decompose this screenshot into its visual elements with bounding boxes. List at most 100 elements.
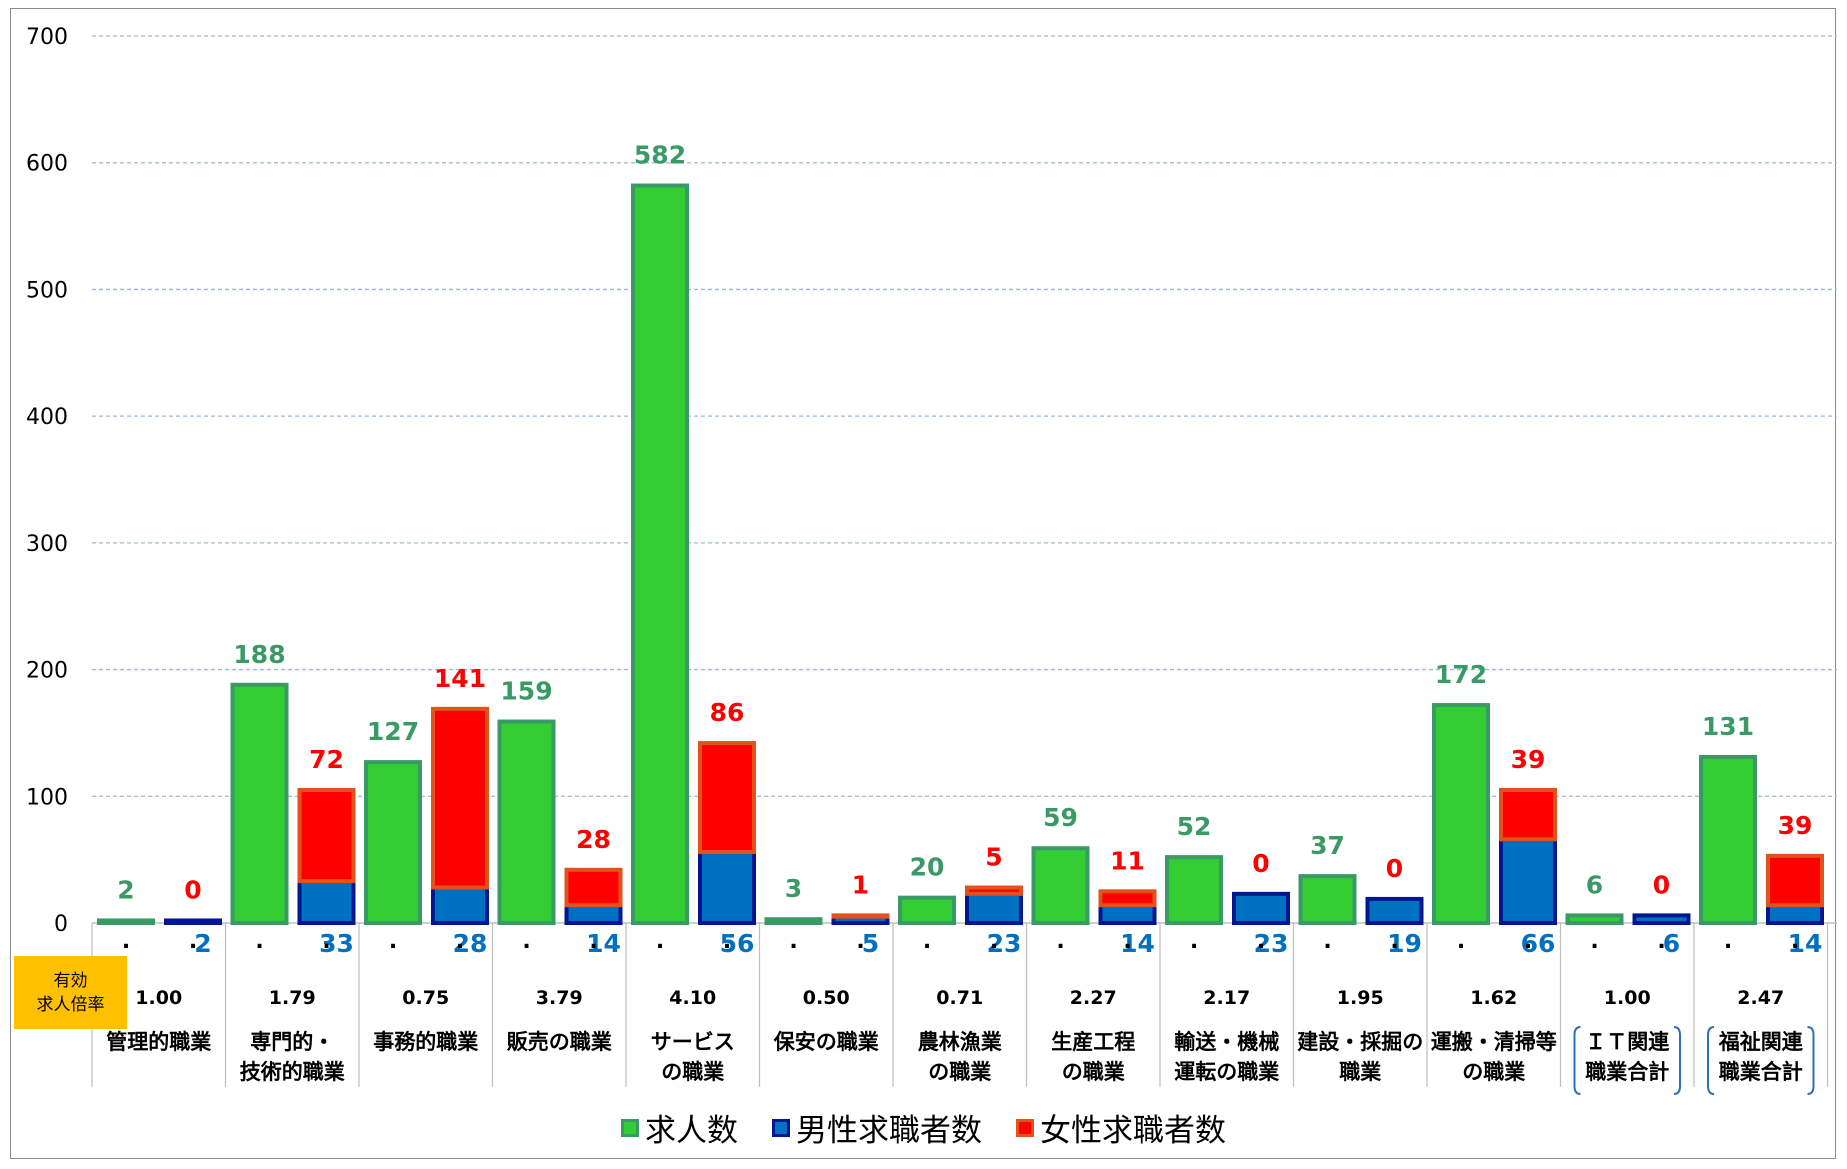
tick-dot: . [255, 929, 263, 954]
job-ratio-value: 0.75 [402, 987, 449, 1009]
bar-male-seekers [1232, 891, 1290, 925]
category-label: サービス [651, 1030, 735, 1054]
category-label: ＩＴ関連 [1585, 1030, 1670, 1054]
bar-male-seekers [1766, 903, 1824, 926]
bracket-right [1807, 1026, 1815, 1095]
job-ratio-value: 2.17 [1203, 987, 1250, 1009]
job-ratio-value: 2.27 [1070, 987, 1117, 1009]
job-ratio-badge: 有効 求人倍率 [14, 956, 127, 1029]
label-female-seekers: 72 [309, 745, 344, 774]
tick-dot: . [990, 929, 998, 954]
bar-job-openings [1432, 703, 1490, 926]
category-label: 管理的職業 [106, 1030, 212, 1054]
category-label: 輸送・機械 [1174, 1030, 1279, 1054]
bar-job-openings [898, 895, 956, 926]
label-job-openings: 52 [1177, 812, 1212, 841]
category-label: 生産工程 [1051, 1030, 1135, 1054]
legend-label-male: 男性求職者数 [796, 1113, 982, 1149]
legend-label-openings: 求人数 [645, 1113, 738, 1149]
job-ratio-value: 1.79 [269, 987, 316, 1009]
label-male-seekers: 6 [1663, 929, 1680, 958]
label-female-seekers: 0 [1653, 870, 1670, 899]
y-tick-label: 600 [26, 152, 68, 177]
bar-female-seekers [965, 885, 1023, 896]
tick-dot: . [589, 929, 597, 954]
y-tick-label: 400 [26, 405, 68, 430]
label-female-seekers: 86 [710, 698, 745, 727]
tick-dot: . [1524, 929, 1532, 954]
legend-item-openings: 求人数 [621, 1105, 738, 1150]
label-job-openings: 37 [1310, 831, 1345, 860]
label-male-seekers: 14 [1788, 929, 1823, 958]
category-label: 職業 [1339, 1060, 1382, 1084]
label-female-seekers: 39 [1511, 745, 1546, 774]
bracket-left [1573, 1026, 1581, 1095]
bar-female-seekers [297, 787, 356, 884]
bar-male-seekers [1499, 837, 1557, 926]
bar-job-openings [497, 719, 556, 925]
bar-job-openings [1031, 846, 1090, 926]
label-job-openings: 20 [910, 853, 945, 882]
tick-dot: . [856, 929, 864, 954]
legend-item-female: 女性求職者数 [1016, 1105, 1226, 1150]
category-label: の職業 [661, 1060, 725, 1084]
bar-female-seekers [831, 913, 890, 919]
label-job-openings: 582 [634, 141, 686, 170]
label-job-openings: 6 [1586, 870, 1603, 899]
legend-item-male: 男性求職者数 [772, 1105, 982, 1150]
label-female-seekers: 0 [1386, 854, 1403, 883]
tick-dot: . [1257, 929, 1265, 954]
label-male-seekers: 56 [720, 929, 755, 958]
label-male-seekers: 33 [319, 929, 354, 958]
bar-female-seekers [431, 706, 489, 890]
category-label: 運搬・清掃等 [1431, 1030, 1557, 1054]
badge-line-2: 求人倍率 [36, 994, 105, 1015]
bar-male-seekers [431, 885, 489, 926]
tick-dot: . [656, 929, 664, 954]
job-ratio-value: 1.95 [1337, 987, 1384, 1009]
label-female-seekers: 0 [1252, 849, 1269, 878]
label-male-seekers: 23 [987, 929, 1022, 958]
label-job-openings: 188 [233, 640, 285, 669]
tick-dot: . [1590, 929, 1598, 954]
y-tick-label: 0 [54, 912, 68, 937]
y-tick-label: 200 [26, 659, 68, 684]
tick-dot: . [789, 929, 797, 954]
label-job-openings: 131 [1702, 712, 1754, 741]
label-job-openings: 3 [785, 874, 802, 903]
label-male-seekers: 14 [1120, 929, 1155, 958]
label-male-seekers: 28 [453, 929, 488, 958]
bar-male-seekers [698, 850, 756, 925]
tick-dot: . [322, 929, 330, 954]
bar-job-openings [230, 682, 289, 926]
job-ratio-value: 1.00 [135, 987, 182, 1009]
label-male-seekers: 19 [1387, 929, 1422, 958]
bar-female-seekers [1766, 853, 1824, 908]
chart-frame [10, 8, 1836, 1159]
bar-job-openings [1298, 874, 1357, 926]
job-ratio-value: 1.62 [1470, 987, 1517, 1009]
job-ratio-value: 0.50 [803, 987, 850, 1009]
tick-dot: . [389, 929, 397, 954]
label-job-openings: 127 [367, 717, 419, 746]
label-job-openings: 59 [1043, 803, 1078, 832]
category-label: 技術的職業 [240, 1060, 346, 1084]
category-label: 建設・採掘の [1297, 1030, 1423, 1054]
job-ratio-value: 2.47 [1737, 987, 1784, 1009]
tick-dot: . [456, 929, 464, 954]
tick-dot: . [1190, 929, 1198, 954]
green-square-icon [621, 1118, 639, 1137]
bracket-right [1673, 1026, 1681, 1095]
y-tick-label: 500 [26, 278, 68, 303]
bar-female-seekers [698, 741, 756, 855]
bar-male-seekers [1365, 896, 1424, 925]
y-tick-label: 300 [26, 532, 68, 557]
legend-label-female: 女性求職者数 [1040, 1113, 1226, 1149]
category-label: 職業合計 [1585, 1060, 1669, 1084]
bar-job-openings [631, 183, 689, 926]
bar-male-seekers [1632, 913, 1691, 926]
tick-dot: . [1724, 929, 1732, 954]
bar-male-seekers [164, 918, 222, 925]
label-male-seekers: 14 [586, 929, 621, 958]
